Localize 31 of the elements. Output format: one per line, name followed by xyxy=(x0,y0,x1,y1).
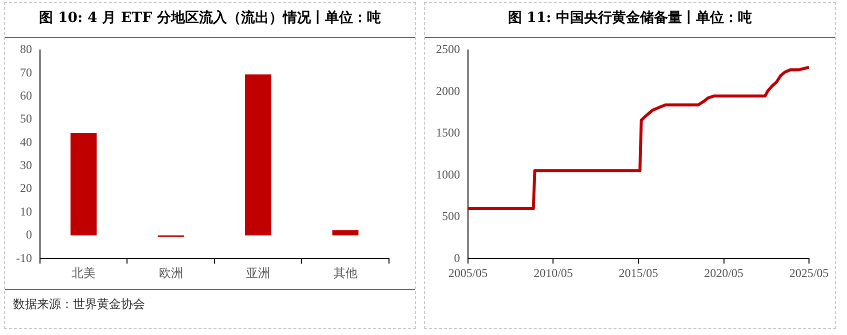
y-tick-label: 2000 xyxy=(436,84,460,98)
y-tick-label: 500 xyxy=(442,209,460,224)
y-tick-label: 50 xyxy=(20,112,32,126)
y-tick-label: 30 xyxy=(20,158,32,172)
bar xyxy=(70,132,97,236)
x-tick-label: 2015/05 xyxy=(618,266,658,280)
x-tick-label: 2025/05 xyxy=(789,266,829,280)
x-tick-label: 欧洲 xyxy=(158,266,183,280)
x-tick-label: 亚洲 xyxy=(246,266,270,280)
y-tick-label: 40 xyxy=(20,134,32,149)
x-tick-label: 2010/05 xyxy=(534,266,573,280)
y-tick-label: 1000 xyxy=(436,167,460,182)
y-tick-label: 1500 xyxy=(436,126,460,140)
chart-title: 图 11: 中国央行黄金储备量丨单位：吨 xyxy=(425,3,835,38)
x-tick-label: 北美 xyxy=(72,266,96,280)
y-tick-label: -10 xyxy=(16,250,32,265)
x-tick-label: 2020/05 xyxy=(704,266,744,280)
y-tick-label: 2500 xyxy=(436,42,460,56)
y-tick-label: 20 xyxy=(20,181,32,196)
y-tick-label: 0 xyxy=(454,250,460,265)
bar xyxy=(245,74,272,236)
x-tick-label: 2005/05 xyxy=(448,266,488,280)
y-tick-label: 70 xyxy=(20,65,32,80)
x-tick-label: 其他 xyxy=(333,266,358,280)
bar xyxy=(332,230,358,236)
chart-title: 图 10: 4 月 ETF 分地区流入（流出）情况丨单位：吨 xyxy=(5,3,415,38)
source-note: 数据来源：世界黄金协会 xyxy=(5,289,415,319)
y-tick-label: 60 xyxy=(20,88,32,103)
y-tick-label: 80 xyxy=(20,42,32,56)
y-tick-label: 10 xyxy=(20,204,32,218)
y-tick-label: 0 xyxy=(26,228,32,242)
